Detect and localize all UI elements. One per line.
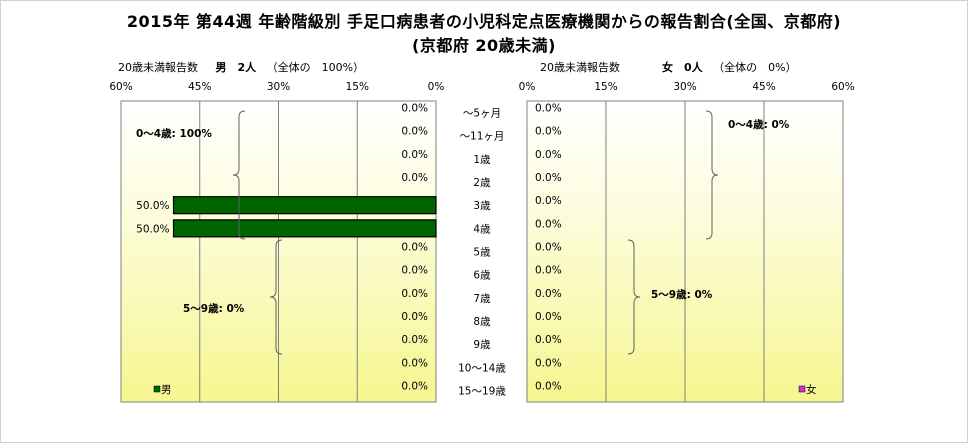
- category-label: ～11ヶ月: [460, 131, 505, 143]
- female-data-label: 0.0%: [535, 172, 562, 184]
- male-tick-label: 30%: [267, 81, 290, 93]
- category-label: 5歳: [473, 247, 491, 259]
- male-panel: 60% 45% 30% 15% 0%0.0%0.0%0.0%0.0%50.0%50.0%…: [109, 81, 445, 403]
- category-label: 6歳: [473, 270, 491, 282]
- male-data-label: 50.0%: [136, 223, 169, 235]
- male-bar: [172, 219, 437, 238]
- male-data-label: 0.0%: [401, 265, 428, 277]
- female-legend-swatch: [798, 385, 806, 393]
- female-data-label: 0.0%: [535, 357, 562, 369]
- male-tick-label: 0%: [428, 81, 445, 93]
- male-data-label: 0.0%: [401, 126, 428, 138]
- category-label: 3歳: [473, 200, 491, 212]
- female-header-prefix: 20歳未満報告数: [540, 61, 620, 74]
- category-label: 10～14歳: [458, 362, 506, 374]
- category-label: 15～19歳: [458, 385, 506, 397]
- male-data-label: 0.0%: [401, 288, 428, 300]
- male-data-label: 0.0%: [401, 357, 428, 369]
- female-tick-label: 60%: [831, 81, 854, 93]
- male-legend-label: 男: [161, 384, 172, 396]
- female-data-label: 0.0%: [535, 265, 562, 277]
- male-0-4-brace: [232, 110, 246, 240]
- male-data-label: 0.0%: [401, 172, 428, 184]
- female-panel: 0% 15% 30% 45% 60% 0.0% 0.0% 0.0% 0.0% 0.0% 0.0% 0.…: [519, 81, 855, 403]
- female-data-label: 0.0%: [535, 242, 562, 254]
- category-label: ～5ヶ月: [463, 108, 501, 120]
- female-data-label: 0.0%: [535, 311, 562, 323]
- category-label: 8歳: [473, 316, 491, 328]
- male-header-ratio: （全体の 100%）: [266, 61, 365, 74]
- male-5-9-annotation: 5～9歳: 0%: [183, 302, 245, 315]
- female-data-label: 0.0%: [535, 103, 562, 115]
- female-header-ratio: （全体の 0%）: [713, 61, 797, 74]
- category-label: 9歳: [473, 339, 491, 351]
- female-data-label: 0.0%: [535, 195, 562, 207]
- male-data-label: 0.0%: [401, 103, 428, 115]
- category-label: 1歳: [473, 154, 491, 166]
- male-0-4-annotation: 0～4歳: 100%: [136, 127, 212, 140]
- category-label: 2歳: [473, 177, 491, 189]
- male-tick-label: 45%: [188, 81, 211, 93]
- male-data-label: 50.0%: [136, 200, 169, 212]
- category-labels: ～5ヶ月 ～11ヶ月 1歳 2歳 3歳 4歳 5歳 6歳 7歳 8歳 9歳 10～14歳 15～19歳: [458, 108, 506, 398]
- female-tick-label: 30%: [673, 81, 696, 93]
- male-tick-label: 60%: [109, 81, 132, 93]
- female-data-label: 0.0%: [535, 288, 562, 300]
- female-tick-label: 15%: [594, 81, 617, 93]
- male-data-label: 0.0%: [401, 149, 428, 161]
- male-header: 20歳未満報告数 男 2人 （全体の 100%）: [118, 59, 364, 75]
- female-data-label: 0.0%: [535, 380, 562, 392]
- female-header: 20歳未満報告数 女 0人 （全体の 0%）: [540, 59, 797, 75]
- female-data-label: 0.0%: [535, 218, 562, 230]
- male-data-label: 0.0%: [401, 334, 428, 346]
- male-data-label: 0.0%: [401, 242, 428, 254]
- female-data-label: 0.0%: [535, 149, 562, 161]
- female-legend-label: 女: [806, 383, 817, 396]
- female-data-label: 0.0%: [535, 126, 562, 138]
- male-data-label: 0.0%: [401, 311, 428, 323]
- male-header-prefix: 20歳未満報告数: [118, 61, 198, 74]
- female-5-9-brace: [627, 239, 641, 355]
- female-data-label: 0.0%: [535, 334, 562, 346]
- male-data-label: 0.0%: [401, 380, 428, 392]
- male-5-9-brace: [269, 239, 283, 355]
- male-legend-swatch: [153, 385, 161, 393]
- category-label: 4歳: [473, 223, 491, 235]
- female-5-9-annotation: 5～9歳: 0%: [651, 288, 713, 301]
- male-header-label: 男 2人: [215, 61, 257, 74]
- category-label: 7歳: [473, 293, 491, 305]
- chart-subtitle: (京都府 20歳未満): [412, 36, 556, 55]
- female-tick-label: 45%: [752, 81, 775, 93]
- female-0-4-annotation: 0～4歳: 0%: [728, 118, 790, 131]
- female-0-4-brace: [705, 110, 719, 240]
- chart-title: 2015年 第44週 年齢階級別 手足口病患者の小児科定点医療機関からの報告割合…: [126, 12, 842, 31]
- male-tick-label: 15%: [346, 81, 369, 93]
- female-header-label: 女 0人: [661, 61, 703, 74]
- female-tick-label: 0%: [519, 81, 536, 93]
- male-bar: [172, 196, 437, 215]
